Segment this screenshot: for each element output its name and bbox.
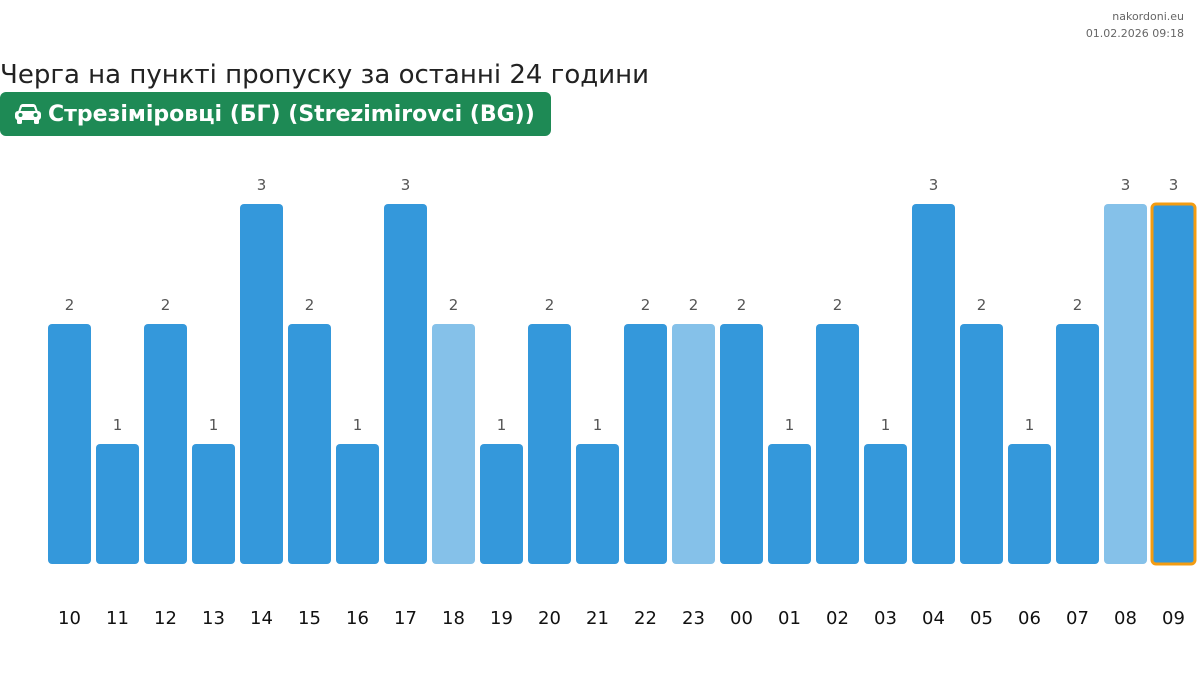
bar <box>768 444 811 564</box>
bar <box>192 444 235 564</box>
bar-value-label: 1 <box>113 416 123 434</box>
bar <box>1008 444 1051 564</box>
bar <box>528 324 571 564</box>
x-tick-label: 00 <box>730 608 753 629</box>
bar-value-label: 3 <box>1121 176 1131 194</box>
bar-value-label: 3 <box>401 176 411 194</box>
x-tick-label: 06 <box>1018 608 1041 629</box>
x-tick-label: 20 <box>538 608 561 629</box>
bar <box>432 324 475 564</box>
bar-value-label: 1 <box>881 416 891 434</box>
bar <box>960 324 1003 564</box>
checkpoint-badge: Стрезіміровці (БГ) (Strezimirovci (BG)) <box>0 92 551 136</box>
bar <box>144 324 187 564</box>
x-tick-label: 23 <box>682 608 705 629</box>
bar-value-label: 2 <box>545 296 555 314</box>
x-tick-label: 15 <box>298 608 321 629</box>
bar <box>912 204 955 564</box>
bar-value-label: 2 <box>449 296 459 314</box>
x-tick-label: 17 <box>394 608 417 629</box>
bar-value-label: 3 <box>929 176 939 194</box>
bar-value-label: 2 <box>65 296 75 314</box>
x-tick-label: 07 <box>1066 608 1089 629</box>
bar-value-label: 1 <box>209 416 219 434</box>
x-tick-label: 16 <box>346 608 369 629</box>
bar-value-label: 3 <box>1169 176 1179 194</box>
x-tick-label: 05 <box>970 608 993 629</box>
bar-value-label: 1 <box>497 416 507 434</box>
bar-value-label: 1 <box>785 416 795 434</box>
bar <box>1150 202 1197 566</box>
bar <box>624 324 667 564</box>
bar-value-label: 1 <box>593 416 603 434</box>
x-tick-label: 03 <box>874 608 897 629</box>
x-tick-label: 04 <box>922 608 945 629</box>
x-tick-label: 08 <box>1114 608 1137 629</box>
bar-value-label: 2 <box>641 296 651 314</box>
site-name: nakordoni.eu <box>1112 10 1184 23</box>
bar <box>240 204 283 564</box>
bar <box>720 324 763 564</box>
x-tick-label: 09 <box>1162 608 1185 629</box>
bar <box>816 324 859 564</box>
bar-value-label: 1 <box>353 416 363 434</box>
bar <box>864 444 907 564</box>
x-tick-label: 22 <box>634 608 657 629</box>
bar <box>336 444 379 564</box>
bar-value-label: 2 <box>737 296 747 314</box>
bar <box>576 444 619 564</box>
bar-value-label: 1 <box>1025 416 1035 434</box>
x-tick-label: 13 <box>202 608 225 629</box>
bar <box>288 324 331 564</box>
x-tick-label: 19 <box>490 608 513 629</box>
bar <box>1104 204 1147 564</box>
bar-value-label: 2 <box>305 296 315 314</box>
bar-value-label: 2 <box>833 296 843 314</box>
car-icon <box>14 102 42 126</box>
checkpoint-name: Стрезіміровці (БГ) (Strezimirovci (BG)) <box>48 101 535 127</box>
bar <box>480 444 523 564</box>
bar-value-label: 2 <box>161 296 171 314</box>
page-title: Черга на пункті пропуску за останні 24 г… <box>0 60 650 90</box>
bar-value-label: 2 <box>1073 296 1083 314</box>
bar <box>1056 324 1099 564</box>
bar <box>672 324 715 564</box>
x-tick-label: 02 <box>826 608 849 629</box>
x-tick-label: 14 <box>250 608 273 629</box>
bar <box>48 324 91 564</box>
bar <box>384 204 427 564</box>
x-tick-label: 12 <box>154 608 177 629</box>
bar-value-label: 2 <box>977 296 987 314</box>
x-tick-label: 11 <box>106 608 129 629</box>
x-tick-label: 21 <box>586 608 609 629</box>
bar-value-label: 3 <box>257 176 267 194</box>
timestamp: 01.02.2026 09:18 <box>1085 27 1184 40</box>
site-meta: nakordoni.eu 01.02.2026 09:18 <box>1086 8 1184 42</box>
x-tick-label: 10 <box>58 608 81 629</box>
bar-value-label: 2 <box>689 296 699 314</box>
bar <box>96 444 139 564</box>
x-tick-label: 01 <box>778 608 801 629</box>
x-tick-label: 18 <box>442 608 465 629</box>
